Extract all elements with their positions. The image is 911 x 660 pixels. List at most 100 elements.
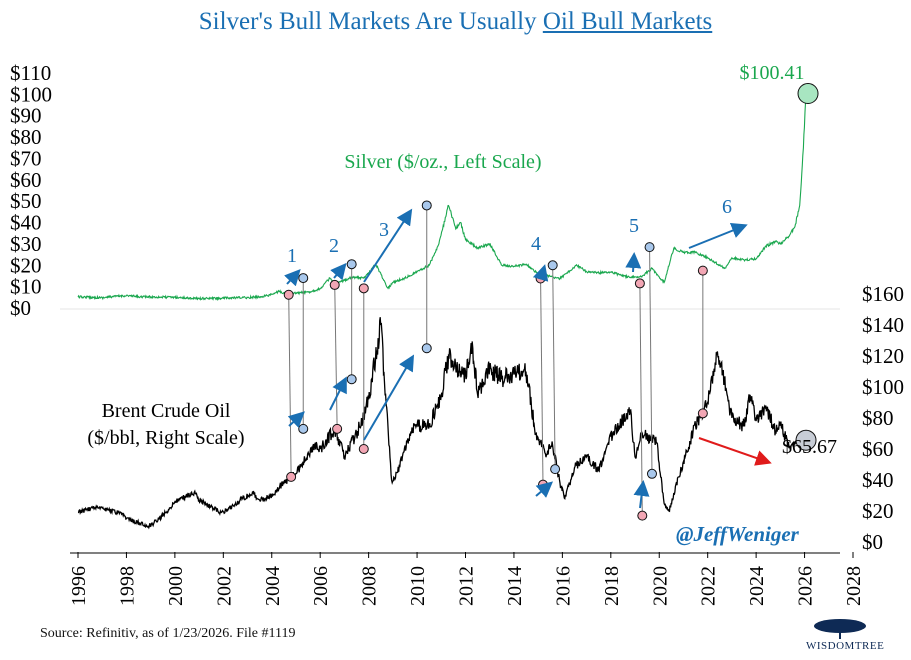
silver-cycle-marker <box>547 260 558 271</box>
oil-series-line <box>77 317 807 530</box>
x-tick-label: 2026 <box>795 566 817 606</box>
oil-decline-arrow <box>698 437 772 466</box>
author-handle: @JeffWeniger <box>676 522 799 546</box>
oil-cycle-marker <box>286 471 297 482</box>
left-tick-label: $110 <box>10 61 51 85</box>
x-tick-label: 2028 <box>843 566 865 606</box>
left-tick-label: $90 <box>10 104 42 128</box>
x-tick-label: 1998 <box>116 566 138 606</box>
silver-cycle-marker <box>644 242 655 253</box>
silver-cycle-marker <box>329 279 340 290</box>
cycle-connector-line <box>639 283 643 516</box>
cycle-number-label: 2 <box>329 235 339 257</box>
oil-last-value-label: $65.67 <box>782 436 837 458</box>
trend-arrow <box>532 264 549 282</box>
oil-cycle-marker <box>298 423 309 434</box>
oil-series-label-line2: ($/bbl, Right Scale) <box>87 427 244 449</box>
silver-cycle-marker <box>535 273 546 284</box>
silver-series-line <box>77 93 807 302</box>
right-tick-label: $120 <box>862 344 904 368</box>
silver-cycle-marker <box>298 273 309 284</box>
trend-arrow <box>688 223 748 249</box>
oil-series-label-line1: Brent Crude Oil <box>102 400 231 422</box>
right-tick-label: $100 <box>862 375 904 399</box>
cycle-number-label: 4 <box>531 233 541 255</box>
title-underlined: Oil Bull Markets <box>542 8 713 35</box>
left-tick-label: $100 <box>10 82 52 106</box>
cycle-number-label: 3 <box>379 219 389 241</box>
right-tick-label: $60 <box>862 437 894 461</box>
x-tick-label: 2020 <box>649 566 671 606</box>
x-tick-label: 2012 <box>456 566 478 606</box>
oil-cycle-marker <box>646 468 657 479</box>
silver-cycle-marker <box>634 278 645 289</box>
x-tick-label: 2006 <box>310 566 332 606</box>
right-tick-label: $0 <box>862 530 883 554</box>
left-tick-label: $10 <box>10 275 42 299</box>
oil-cycle-marker <box>697 408 708 419</box>
trend-arrow <box>363 354 415 441</box>
oil-cycle-marker <box>358 444 369 454</box>
silver-cycle-marker <box>283 289 294 300</box>
silver-series-label: Silver ($/oz., Left Scale) <box>344 151 541 173</box>
x-tick-label: 2018 <box>601 566 623 606</box>
x-tick-label: 1996 <box>68 566 90 606</box>
trend-arrow <box>633 480 650 509</box>
trend-arrow <box>625 252 642 273</box>
x-tick-label: 2014 <box>504 566 526 606</box>
x-tick-label: 2016 <box>552 566 574 606</box>
left-tick-label: $60 <box>10 168 42 192</box>
trend-arrow <box>535 481 554 498</box>
oil-cycle-marker <box>637 510 648 521</box>
cycle-number-label: 5 <box>629 215 639 237</box>
cycle-connector-line <box>540 278 544 485</box>
oil-cycle-marker <box>332 423 343 434</box>
cycle-connector-line <box>288 294 292 477</box>
trend-arrow <box>330 262 347 281</box>
oil-cycle-marker <box>346 374 357 385</box>
x-tick-label: 2022 <box>698 566 720 606</box>
left-tick-label: $0 <box>10 296 31 320</box>
title-prefix: Silver's Bull Markets Are Usually <box>198 8 543 35</box>
oil-cycle-marker <box>421 343 432 354</box>
right-tick-label: $20 <box>862 499 894 523</box>
left-tick-label: $20 <box>10 253 42 277</box>
oil-cycle-marker <box>550 464 561 475</box>
silver-cycle-marker <box>697 265 708 276</box>
cycle-connector-line <box>334 284 338 429</box>
silver-last-value-label: $100.41 <box>740 62 805 84</box>
x-tick-label: 2008 <box>359 566 381 606</box>
x-tick-label: 2010 <box>407 566 429 606</box>
x-tick-label: 2004 <box>262 566 284 606</box>
trend-arrow <box>329 376 347 411</box>
left-tick-label: $30 <box>10 232 42 256</box>
source-note: Source: Refinitiv, as of 1/23/2026. File… <box>40 626 296 641</box>
chart-title: Silver's Bull Markets Are Usually Oil Bu… <box>0 8 911 36</box>
silver-cycle-marker <box>358 283 369 294</box>
cycle-number-label: 6 <box>722 196 732 218</box>
x-tick-label: 2024 <box>746 566 768 606</box>
trend-arrow <box>363 208 413 283</box>
left-tick-label: $80 <box>10 125 42 149</box>
left-tick-label: $40 <box>10 211 42 235</box>
left-tick-label: $70 <box>10 146 42 170</box>
oil-last-value-marker <box>795 429 817 451</box>
silver-cycle-marker <box>421 200 432 211</box>
x-tick-label: 2002 <box>213 566 235 606</box>
right-tick-label: $140 <box>862 313 904 337</box>
trend-arrow <box>287 411 305 429</box>
brand-name: WISDOMTREE <box>806 640 885 652</box>
left-tick-label: $50 <box>10 189 42 213</box>
cycle-number-label: 1 <box>287 245 297 267</box>
right-tick-label: $160 <box>862 282 904 306</box>
cycle-connector-line <box>649 247 653 474</box>
cycle-connector-line <box>552 265 556 470</box>
x-tick-label: 2000 <box>165 566 187 606</box>
wisdomtree-logo-icon <box>814 619 866 639</box>
right-tick-label: $40 <box>862 468 894 492</box>
trend-arrow <box>283 269 301 287</box>
right-tick-label: $80 <box>862 406 894 430</box>
silver-cycle-marker <box>346 259 357 270</box>
silver-last-value-marker <box>797 82 819 104</box>
